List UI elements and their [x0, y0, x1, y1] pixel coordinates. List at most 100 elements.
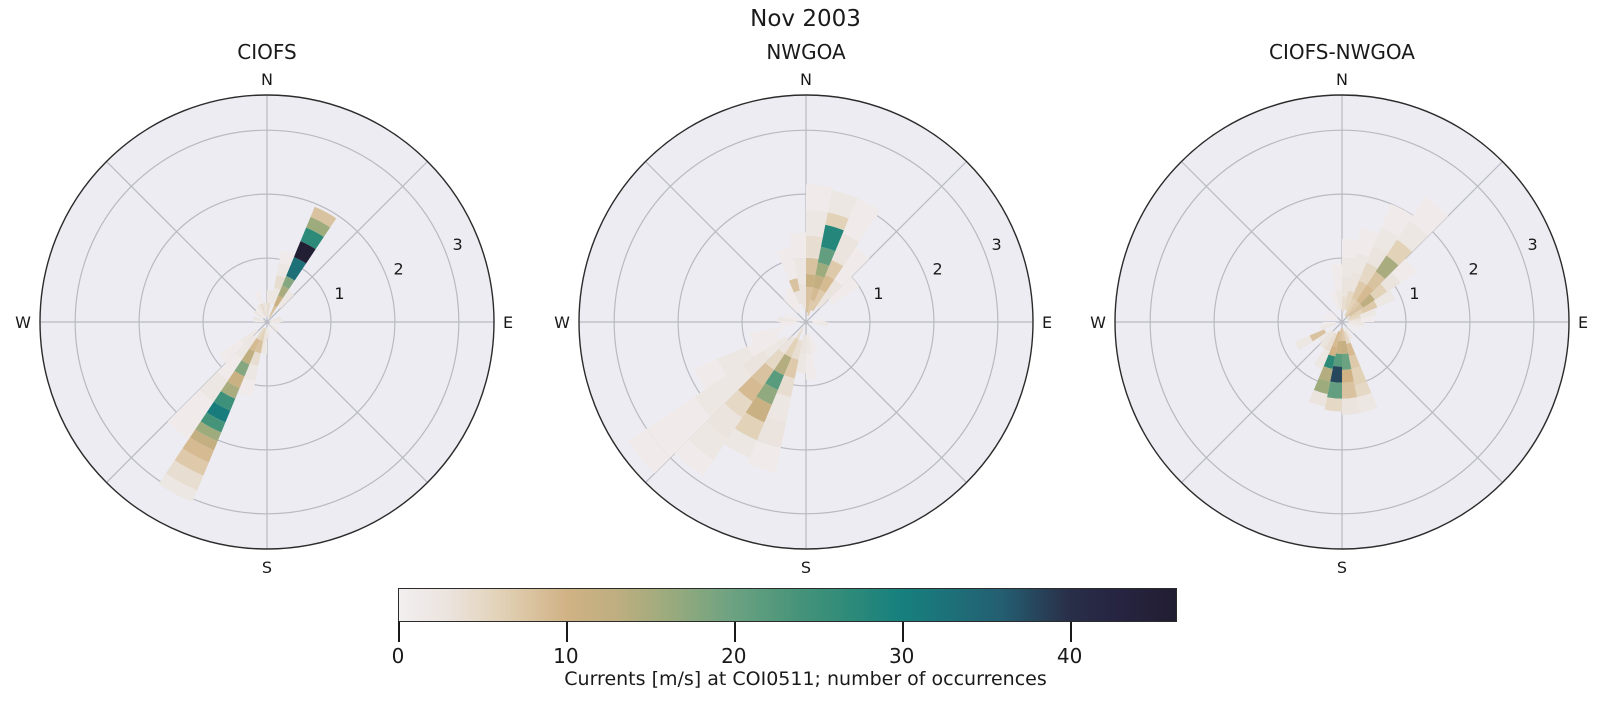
rose-petal — [1320, 323, 1337, 331]
rose-petal — [237, 327, 266, 398]
rose-petal — [1294, 329, 1327, 351]
radial-tick-labels: 1 2 3 — [1409, 235, 1537, 303]
rose-petal — [1329, 290, 1340, 311]
rose-petal — [267, 290, 274, 317]
compass-label-s: S — [1337, 558, 1347, 577]
rose-petal — [277, 290, 295, 309]
rose-petal — [1324, 328, 1342, 412]
radial-tick-labels: 1 2 3 — [334, 235, 462, 303]
compass-labels: N S E W — [15, 70, 513, 577]
rose-petal — [828, 276, 860, 305]
rose-petal — [776, 246, 803, 305]
rose-petal — [1342, 328, 1361, 415]
radial-tick-label: 2 — [1468, 260, 1478, 279]
rose-petal — [1342, 238, 1359, 313]
rose-petal — [256, 304, 266, 318]
rose-petal — [784, 313, 801, 321]
rose-petal — [269, 323, 279, 330]
rose-petal — [270, 249, 296, 305]
rose-petal — [1347, 308, 1377, 321]
rose-petal — [777, 316, 797, 322]
rose-petal — [780, 322, 800, 327]
colorbar-tick — [398, 622, 400, 642]
rose-petal — [788, 232, 806, 310]
colorbar-gradient — [398, 588, 1177, 622]
radial-tick-label: 3 — [453, 235, 463, 254]
rose-petal — [1346, 325, 1356, 334]
rose-petal — [269, 316, 281, 322]
compass-labels: N S E W — [1090, 70, 1588, 577]
radial-tick-label: 1 — [1409, 284, 1419, 303]
rose-petal — [816, 247, 870, 309]
colorbar-tick — [565, 622, 568, 642]
rose-petal — [1347, 290, 1396, 320]
rose-petal — [268, 206, 337, 318]
compass-label-n: N — [800, 70, 812, 89]
rose-petal — [810, 197, 881, 312]
rose-petal — [784, 286, 802, 312]
compass-label-s: S — [801, 558, 811, 577]
colorbar-tick-label: 30 — [888, 644, 915, 668]
colorbar-tick — [733, 622, 736, 642]
rose-petal — [263, 302, 267, 317]
rose-petal — [1348, 315, 1374, 322]
subplot-title-ciofs-nwgoa: CIOFS-NWGOA — [1269, 40, 1415, 64]
polar-spine — [1114, 94, 1570, 550]
rose-petal — [1330, 264, 1342, 310]
polar-grid — [40, 95, 494, 549]
compass-label-w: W — [15, 313, 31, 332]
compass-label-e: E — [1042, 313, 1052, 332]
colorbar-tick — [1069, 622, 1072, 642]
radial-tick-label: 3 — [1528, 235, 1538, 254]
polar-spine — [39, 94, 495, 550]
rose-petal — [1318, 329, 1333, 343]
rose-petal — [812, 318, 826, 322]
colorbar-label: Currents [m/s] at COI0511; number of occ… — [564, 668, 1047, 690]
rose-petal — [1344, 327, 1353, 340]
radial-tick-labels: 1 2 3 — [873, 235, 1001, 303]
compass-label-e: E — [1578, 313, 1588, 332]
rose-petal — [812, 322, 829, 327]
rose-petal — [1308, 330, 1341, 407]
rose-petal — [749, 326, 783, 345]
rose-petal — [1344, 227, 1379, 311]
rose-petals — [1294, 197, 1449, 415]
rose-petal — [674, 335, 796, 477]
rose-petal — [219, 329, 258, 363]
rose-petal — [270, 318, 283, 322]
rose-petal — [260, 328, 267, 354]
rose-petals — [158, 206, 337, 503]
polar-rose-plot-ciofs-nwgoa: N S E W 1 2 3 — [1090, 70, 1588, 577]
rose-petal — [1313, 332, 1338, 370]
compass-label-e: E — [503, 313, 513, 332]
polar-grid — [1115, 95, 1569, 549]
rose-petal — [806, 334, 818, 380]
rose-petal — [808, 333, 819, 354]
rose-petal — [1319, 331, 1335, 349]
radial-tick-label: 3 — [992, 235, 1002, 254]
rose-petal — [1322, 322, 1336, 326]
rose-petal — [158, 327, 265, 503]
rose-petal — [1347, 323, 1361, 330]
rose-petal — [806, 184, 833, 313]
subplot-title-ciofs: CIOFS — [237, 40, 297, 64]
rose-petal — [783, 295, 799, 313]
compass-labels: N S E W — [554, 70, 1052, 577]
compass-label-w: W — [1090, 313, 1106, 332]
rose-petal — [1323, 314, 1337, 321]
rose-petal — [693, 334, 780, 390]
figure-title: Nov 2003 — [750, 6, 861, 32]
rose-petal — [253, 316, 265, 322]
rose-petal — [807, 190, 858, 317]
colorbar-tick-label: 10 — [553, 644, 579, 668]
rose-petal — [1343, 330, 1378, 413]
compass-label-s: S — [262, 558, 272, 577]
colorbar-tick — [901, 622, 904, 642]
rose-petal — [724, 327, 804, 458]
rose-petal — [254, 290, 266, 317]
rose-petal — [1328, 310, 1338, 319]
subplot-title-nwgoa: NWGOA — [766, 40, 846, 64]
rose-petal — [1348, 258, 1417, 317]
polar-grid — [579, 95, 1033, 549]
rose-petal — [267, 327, 271, 338]
